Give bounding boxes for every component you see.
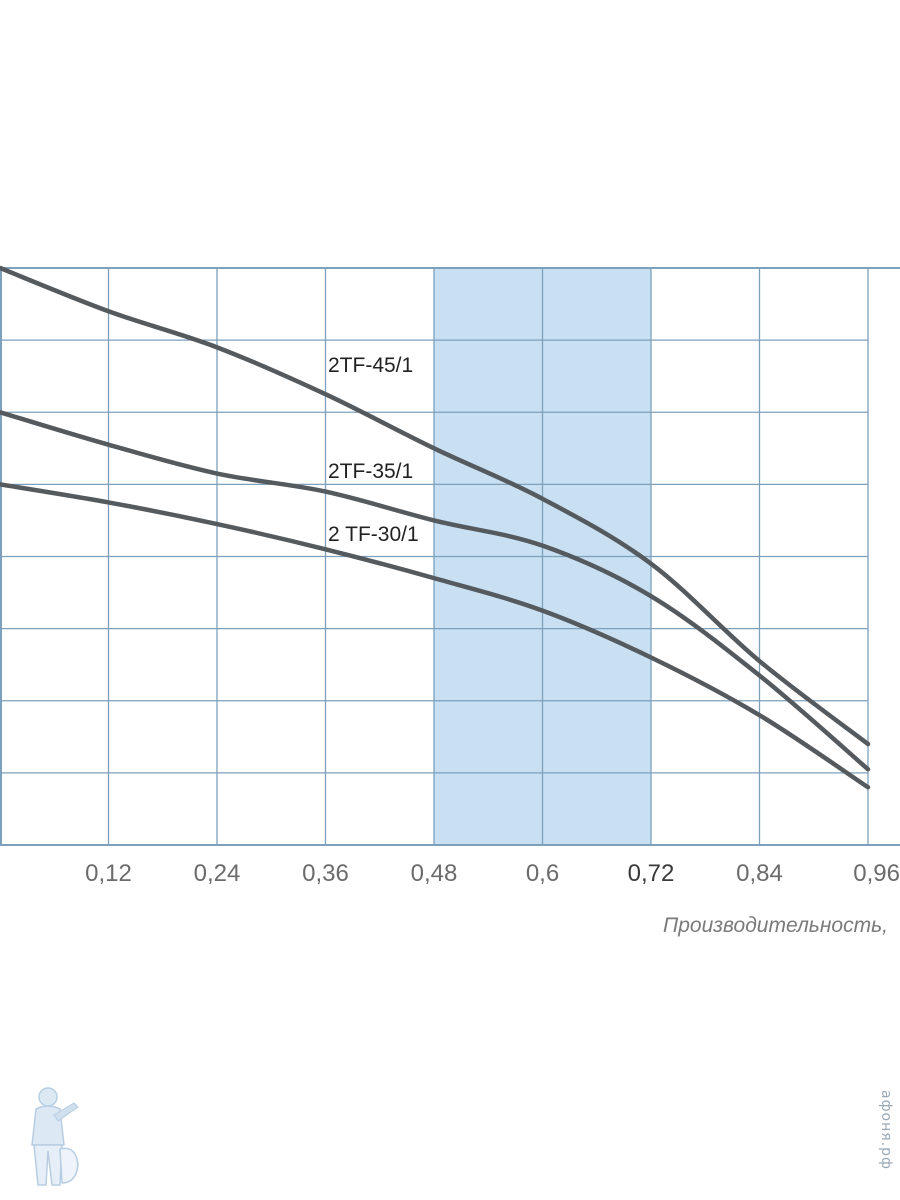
x-tick-label: 0,84 [736,860,783,887]
x-tick-label: 0,48 [411,860,458,887]
series-label: 2TF-35/1 [328,460,413,483]
x-tick-label: 0,24 [194,860,241,887]
x-tick-label: 0,36 [302,860,349,887]
x-tick-label: 0,6 [526,860,559,887]
grid [0,267,900,846]
x-tick-label: 0,72 [628,860,675,887]
series-line-2tf-45-1 [0,265,871,747]
x-axis-label: Производительность, [663,914,888,937]
plumber-mascot-icon [31,1087,79,1186]
watermark-text: афоня.рф [878,1090,894,1170]
x-tick-labels: 0,12 0,24 0,36 0,48 0,6 0,72 0,84 0,96 [85,860,900,887]
series-line-2tf-35-1 [0,410,871,772]
curve-labels: 2TF-45/1 2TF-35/1 2 TF-30/1 [328,354,419,546]
series-label: 2 TF-30/1 [328,523,419,546]
series-line-2-tf-30-1 [0,482,871,790]
series-group [0,265,871,790]
series-label: 2TF-45/1 [328,354,413,377]
x-tick-label: 0,12 [85,860,132,887]
x-tick-label: 0,96 [853,860,900,887]
